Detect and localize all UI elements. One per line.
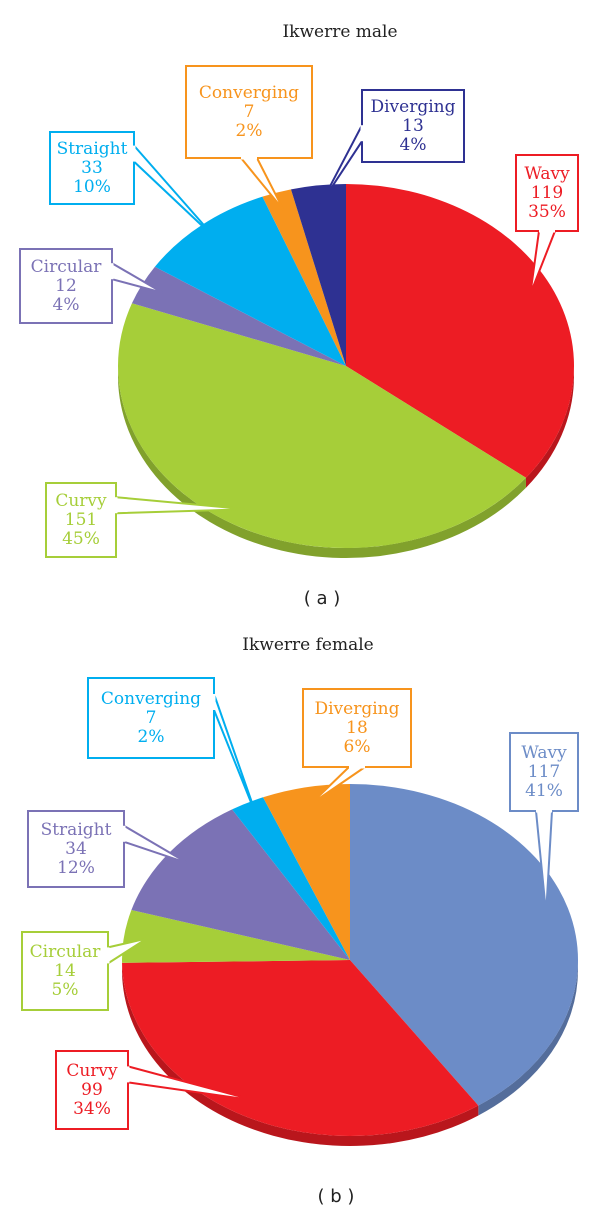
slice-side-curvy — [122, 962, 479, 1146]
callout-label: Wavy — [524, 164, 570, 184]
slice-side-wavy — [525, 366, 574, 488]
callout-percent: 2% — [236, 121, 263, 141]
callout-box — [515, 154, 579, 232]
callout-count: 12 — [55, 276, 77, 296]
callout-label: Diverging — [370, 97, 455, 117]
callout-percent: 4% — [400, 135, 427, 155]
slice-straight — [131, 809, 350, 960]
callout-label: Diverging — [314, 699, 399, 719]
callout-box — [19, 248, 113, 324]
callout-count: 151 — [65, 510, 97, 530]
slice-wavy — [350, 784, 579, 1106]
slice-wavy — [346, 184, 574, 478]
slice-curvy — [117, 303, 526, 549]
callout-box — [361, 89, 465, 163]
callout-percent: 41% — [525, 781, 563, 801]
callout-percent: 6% — [344, 737, 371, 757]
callout-pointer — [133, 144, 218, 241]
chart-title: Ikwerre male — [282, 22, 397, 42]
slice-diverging — [290, 184, 346, 366]
callout-count: 119 — [531, 183, 563, 203]
callout-percent: 45% — [62, 529, 100, 549]
callout-label: Straight — [57, 139, 128, 159]
callout-count: 14 — [54, 961, 76, 981]
pie-slices — [117, 184, 574, 558]
callout-box — [21, 931, 109, 1011]
slice-converging — [262, 189, 346, 366]
callout-label: Curvy — [55, 491, 107, 511]
chart-caption: ( b ) — [318, 1186, 355, 1207]
callout-percent: 5% — [52, 980, 79, 1000]
callout-count: 18 — [346, 718, 368, 738]
callout-count: 7 — [146, 708, 157, 728]
callout-box — [185, 65, 313, 159]
callout-count: 117 — [528, 762, 560, 782]
callout-box — [87, 677, 215, 759]
callout-percent: 34% — [73, 1099, 111, 1119]
callout-percent: 4% — [53, 295, 80, 315]
callout-percent: 2% — [138, 727, 165, 747]
slice-circular — [122, 909, 350, 963]
callout-box — [55, 1050, 129, 1130]
callout-pointer — [213, 693, 259, 820]
slice-straight — [154, 196, 346, 366]
callout-label: Circular — [30, 942, 102, 962]
callout-box — [49, 131, 135, 205]
callout-count: 99 — [81, 1080, 103, 1100]
callout-label: Straight — [41, 820, 112, 840]
slice-converging — [232, 797, 350, 960]
slice-diverging — [263, 784, 350, 960]
slice-side-wavy — [478, 960, 578, 1116]
callout-label: Circular — [31, 257, 103, 277]
callout-percent: 10% — [73, 177, 111, 197]
chart-caption: ( a ) — [304, 588, 341, 609]
callout-count: 33 — [81, 158, 103, 178]
callouts: Wavy11935%Curvy15145%Circular124%Straigh… — [19, 65, 579, 558]
callout-label: Wavy — [521, 743, 567, 763]
callout-count: 7 — [244, 102, 255, 122]
callout-box — [45, 482, 117, 558]
chart-title: Ikwerre female — [242, 635, 373, 655]
callout-percent: 35% — [528, 202, 566, 222]
callout-count: 34 — [65, 839, 87, 859]
callout-percent: 12% — [57, 858, 95, 878]
callout-label: Curvy — [66, 1061, 118, 1081]
slice-circular — [131, 266, 346, 366]
callout-count: 13 — [402, 116, 424, 136]
callout-box — [27, 810, 125, 888]
callout-label: Converging — [199, 83, 299, 103]
callout-label: Converging — [101, 689, 201, 709]
